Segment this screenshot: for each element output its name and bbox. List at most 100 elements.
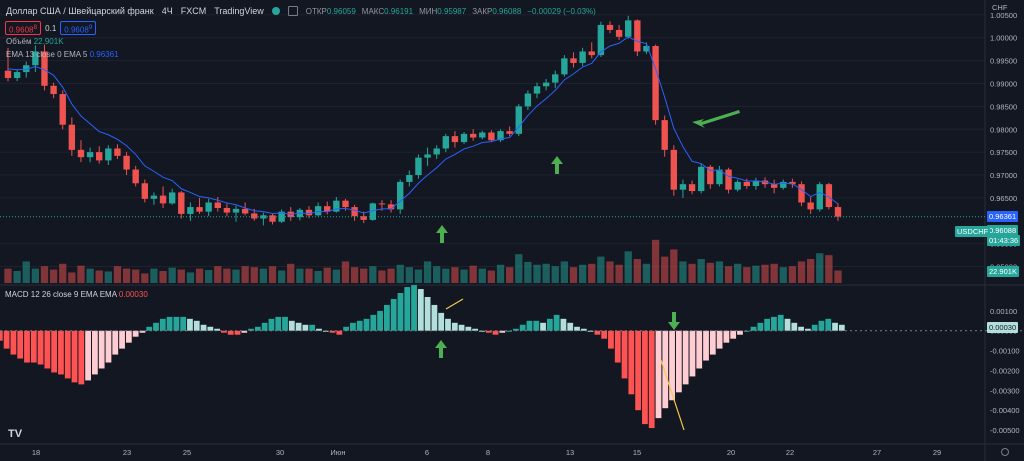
time-tick-label: 29 — [933, 448, 941, 457]
candle-body — [661, 120, 668, 150]
volume-bar — [268, 266, 277, 283]
macd-bar — [336, 330, 343, 335]
currency-label: CHF — [992, 3, 1008, 12]
price-tick-label: 1.00000 — [990, 34, 1017, 43]
volume-bar — [423, 261, 432, 283]
candle-body — [105, 148, 112, 161]
candle-body — [168, 192, 176, 204]
open-value: 0.96059 — [326, 6, 356, 16]
macd-bar — [234, 330, 241, 335]
interval-label[interactable]: 4Ч — [161, 6, 173, 16]
volume-bar — [770, 263, 778, 283]
time-tick-label: 15 — [633, 448, 641, 457]
volume-bar — [515, 254, 523, 283]
macd-bar — [316, 328, 322, 331]
volume-bar — [68, 272, 76, 283]
candle-body — [141, 183, 149, 199]
candle-body — [725, 169, 732, 190]
candle-body — [697, 166, 705, 192]
candles — [4, 15, 842, 226]
macd-bar — [818, 320, 825, 331]
tradingview-logo[interactable]: TV — [8, 428, 23, 440]
chart-header: Доллар США / Швейцарский франк 4Ч FXCM T… — [6, 3, 596, 19]
volume-bar — [405, 267, 413, 283]
macd-bar — [798, 326, 804, 331]
macd-bar — [383, 304, 390, 331]
ohlc-values: ОТКР0.96059 МАКС0.96191 МИН0.95987 ЗАКР0… — [305, 6, 596, 16]
macd-bar — [648, 330, 655, 429]
macd-bar — [472, 328, 479, 331]
candle-body — [524, 93, 532, 107]
macd-bar — [261, 322, 268, 331]
macd-bar — [431, 304, 438, 331]
macd-bar — [17, 330, 24, 359]
macd-bar — [180, 316, 187, 331]
candle-body — [770, 184, 778, 188]
macd-bar — [166, 316, 173, 331]
volume-bar — [816, 253, 824, 283]
macd-bar — [513, 328, 519, 331]
candle-body — [59, 94, 66, 125]
macd-bar — [132, 330, 139, 337]
macd-bar — [689, 330, 696, 377]
candle-body — [533, 86, 541, 94]
candle-body — [269, 215, 276, 222]
macd-bar — [248, 328, 254, 331]
volume-bar — [615, 264, 623, 283]
ema-legend[interactable]: EMA 13 close 0 EMA 5 0.96361 — [6, 50, 119, 59]
volume-bar — [414, 269, 423, 283]
macd-legend[interactable]: MACD 12 26 close 9 EMA EMA 0.00030 — [5, 290, 148, 299]
candle-body — [415, 157, 422, 176]
ema-line — [7, 36, 839, 215]
symbol-title[interactable]: Доллар США / Швейцарский франк — [6, 6, 154, 16]
volume-bar — [378, 270, 386, 283]
volume-bar — [597, 256, 605, 283]
macd-bar — [24, 330, 30, 363]
buy-button[interactable]: 0.96089 — [60, 21, 97, 35]
volume-bar — [86, 268, 94, 283]
macd-bar — [424, 296, 431, 331]
candle-body — [360, 216, 367, 220]
candle-body — [278, 211, 285, 222]
candle-body — [424, 154, 431, 158]
volume-bar — [122, 268, 131, 283]
price-tick-label: 0.97000 — [990, 171, 1017, 180]
source-label: TradingView — [214, 6, 264, 16]
candle-body — [324, 206, 331, 212]
macd-bar — [350, 322, 356, 331]
candle-body — [451, 136, 459, 143]
candle-body — [406, 175, 413, 182]
macd-value-tag: 0.00030 — [987, 322, 1019, 333]
candle-body — [214, 202, 221, 208]
diagonal-arrow-icon — [692, 110, 740, 128]
candle-body — [615, 29, 623, 37]
sell-button[interactable]: 0.96088 — [5, 21, 42, 35]
price-tick-label: 0.98000 — [990, 125, 1017, 134]
volume-bar — [223, 268, 231, 283]
high-value: 0.96191 — [384, 6, 414, 16]
macd-bar — [825, 318, 832, 331]
macd-bar — [0, 330, 3, 341]
candle-body — [241, 208, 249, 214]
candle-body — [570, 58, 577, 63]
price-tick-label: 0.98500 — [990, 102, 1017, 111]
candle-body — [178, 192, 185, 214]
volume-legend[interactable]: Объём 22.901K — [6, 37, 64, 46]
macd-bar — [642, 330, 648, 425]
volume-bar — [332, 269, 340, 283]
macd-bar — [451, 322, 458, 331]
annotations — [435, 110, 740, 431]
macd-bar — [635, 330, 642, 411]
macd-bar — [112, 330, 119, 355]
settings-icon[interactable] — [287, 6, 298, 16]
candle-body — [159, 195, 167, 204]
macd-bar — [356, 320, 363, 331]
volume-bar — [77, 265, 85, 283]
candle-body — [32, 51, 39, 66]
macd-bar — [159, 318, 166, 331]
time-tick-label: 13 — [566, 448, 574, 457]
price-tick-label: 0.99000 — [990, 80, 1017, 89]
up-arrow-icon — [436, 225, 448, 243]
macd-bar — [560, 318, 567, 331]
